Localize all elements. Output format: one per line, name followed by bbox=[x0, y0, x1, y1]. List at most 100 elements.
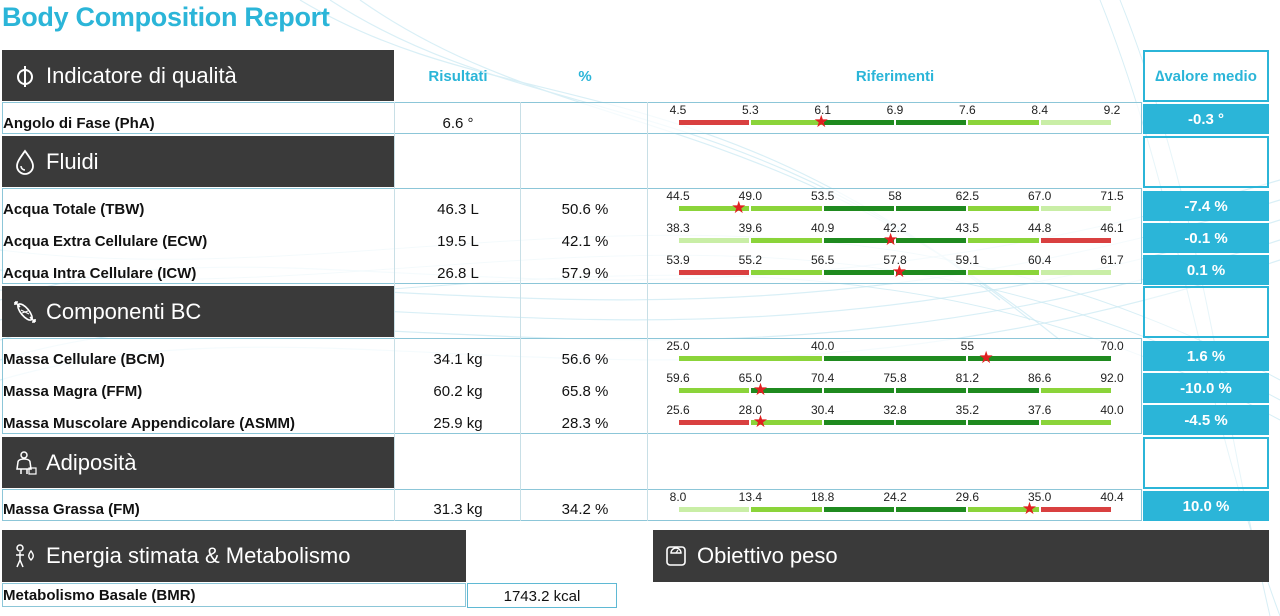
scale-tick-label: 46.1 bbox=[1100, 221, 1124, 235]
scale-segment-light bbox=[968, 206, 1039, 211]
scale-segment-dark bbox=[896, 206, 967, 211]
scale-tick-label: 40.0 bbox=[810, 339, 835, 353]
scale-tick-label: 28.0 bbox=[738, 403, 763, 417]
scale-tick-label: 18.8 bbox=[810, 490, 835, 504]
scale-segment-light bbox=[751, 238, 822, 243]
scale-tick-label: 25.6 bbox=[666, 403, 690, 417]
scale-tick-label: 92.0 bbox=[1100, 371, 1124, 385]
scale-tick-label: 32.8 bbox=[883, 403, 907, 417]
scale-tick-label: 39.6 bbox=[738, 221, 763, 235]
scale-tick-label: 40.0 bbox=[1100, 403, 1124, 417]
column-divider bbox=[520, 102, 521, 521]
scale-tick-label: 37.6 bbox=[1027, 403, 1052, 417]
value-marker-star-icon: ★ bbox=[752, 380, 769, 399]
percent-icw: 57.9 % bbox=[561, 265, 609, 282]
scale-segment-light bbox=[1040, 388, 1111, 393]
scale-segment-dark bbox=[968, 420, 1039, 425]
table-row-pha bbox=[2, 102, 1142, 134]
scale-segment-pale bbox=[679, 238, 750, 243]
scale-segment-dark bbox=[823, 206, 894, 211]
reference-scale-icw: 53.9 55.2 56.5 57.8 59.1 60.4 61.7 ★ bbox=[650, 252, 1140, 284]
section-header-fluids: Fluidi bbox=[2, 136, 394, 187]
delta-icw: 0.1 % bbox=[1143, 255, 1269, 285]
scale-segment-dark bbox=[896, 270, 967, 275]
scale-tick-label: 40.9 bbox=[810, 221, 835, 235]
scale-tick-label: 43.5 bbox=[955, 221, 980, 235]
scale-segment-red bbox=[679, 420, 750, 425]
scale-tick-label: 44.8 bbox=[1027, 221, 1052, 235]
scale-segment-dark bbox=[896, 238, 967, 243]
row-label-icw: Acqua Intra Cellulare (ICW) bbox=[3, 265, 197, 282]
value-marker-star-icon: ★ bbox=[731, 198, 747, 217]
section-header-quality: Indicatore di qualità bbox=[2, 50, 394, 101]
scale-tick-label: 49.0 bbox=[738, 189, 763, 203]
section-header-adiposity: Adiposità bbox=[2, 437, 394, 488]
scale-segment-dark bbox=[823, 270, 894, 275]
percent-fm: 34.2 % bbox=[561, 501, 609, 518]
scale-tick-label: 60.4 bbox=[1027, 253, 1052, 267]
scale-segment-dark bbox=[896, 388, 967, 393]
scale-segment-pale bbox=[679, 507, 750, 512]
scale-segment-light bbox=[968, 238, 1039, 243]
scale-tick-label: 53.5 bbox=[810, 189, 835, 203]
scale-segment-dark bbox=[823, 388, 894, 393]
scale-tick-label: 30.4 bbox=[810, 403, 835, 417]
delta-pha: -0.3 ° bbox=[1143, 104, 1269, 134]
section-header-energy: Energia stimata & Metabolismo bbox=[2, 530, 466, 582]
value-marker-star-icon: ★ bbox=[891, 262, 907, 281]
row-label-tbw: Acqua Totale (TBW) bbox=[3, 201, 145, 218]
scale-tick-label: 71.5 bbox=[1100, 189, 1124, 203]
row-label-ffm: Massa Magra (FFM) bbox=[3, 383, 143, 400]
scale-tick-label: 55 bbox=[960, 339, 975, 353]
scale-tick-label: 62.5 bbox=[955, 189, 980, 203]
scale-segment-dark bbox=[968, 356, 1111, 361]
scale-tick-label: 57.8 bbox=[883, 253, 907, 267]
result-tbw: 46.3 L bbox=[437, 201, 479, 218]
scale-tick-label: 9.2 bbox=[1103, 103, 1121, 117]
scale-tick-label: 35.2 bbox=[955, 403, 980, 417]
table-row-bmr bbox=[2, 583, 466, 607]
scale-segment-light bbox=[968, 270, 1039, 275]
scale-tick-label: 24.2 bbox=[883, 490, 907, 504]
scale-tick-label: 70.4 bbox=[810, 371, 835, 385]
scale-segment-dark bbox=[823, 420, 894, 425]
report-title: Body Composition Report bbox=[2, 2, 330, 32]
column-divider bbox=[647, 102, 648, 521]
scale-icon bbox=[663, 543, 689, 569]
row-label-bcm: Massa Cellulare (BCM) bbox=[3, 351, 165, 368]
percent-tbw: 50.6 % bbox=[561, 201, 609, 218]
delta-column-spacer bbox=[1143, 136, 1269, 188]
scale-tick-label: 56.5 bbox=[810, 253, 835, 267]
row-label-fm: Massa Grassa (FM) bbox=[3, 501, 140, 518]
scale-segment-dark bbox=[896, 120, 967, 125]
reference-scale-tbw: 44.5 49.0 53.5 58 62.5 67.0 71.5 ★ bbox=[650, 188, 1140, 220]
scale-tick-label: 8.0 bbox=[669, 490, 687, 504]
scale-segment-red bbox=[1040, 507, 1111, 512]
section-title: Fluidi bbox=[46, 148, 99, 174]
delta-bcm: 1.6 % bbox=[1143, 341, 1269, 371]
muscle-icon bbox=[12, 299, 38, 325]
metabolism-icon bbox=[12, 543, 38, 569]
scale-segment-dark bbox=[751, 388, 822, 393]
scale-tick-label: 86.6 bbox=[1027, 371, 1052, 385]
section-title: Adiposità bbox=[46, 449, 137, 475]
delta-tbw: -7.4 % bbox=[1143, 191, 1269, 221]
reference-scale-asmm: 25.6 28.0 30.4 32.8 35.2 37.6 40.0 ★ bbox=[650, 402, 1140, 434]
value-marker-star-icon: ★ bbox=[978, 348, 994, 367]
section-title: Energia stimata & Metabolismo bbox=[46, 543, 351, 568]
result-ecw: 19.5 L bbox=[437, 233, 479, 250]
section-header-weight-goal: Obiettivo peso bbox=[653, 530, 1269, 582]
scale-tick-label: 42.2 bbox=[883, 221, 907, 235]
row-label-pha: Angolo di Fase (PhA) bbox=[3, 115, 155, 132]
scale-segment-light bbox=[679, 356, 822, 361]
percent-bcm: 56.6 % bbox=[561, 351, 609, 368]
reference-scale-ecw: 38.3 39.6 40.9 42.2 43.5 44.8 46.1 ★ bbox=[650, 220, 1140, 252]
scale-tick-label: 55.2 bbox=[738, 253, 763, 267]
delta-asmm: -4.5 % bbox=[1143, 405, 1269, 435]
scale-segment-light bbox=[751, 120, 822, 125]
scale-segment-pale bbox=[1040, 206, 1111, 211]
percent-ecw: 42.1 % bbox=[561, 233, 609, 250]
value-marker-star-icon: ★ bbox=[752, 412, 769, 431]
fluids-rows-block bbox=[2, 188, 1142, 284]
result-ffm: 60.2 kg bbox=[433, 383, 483, 400]
